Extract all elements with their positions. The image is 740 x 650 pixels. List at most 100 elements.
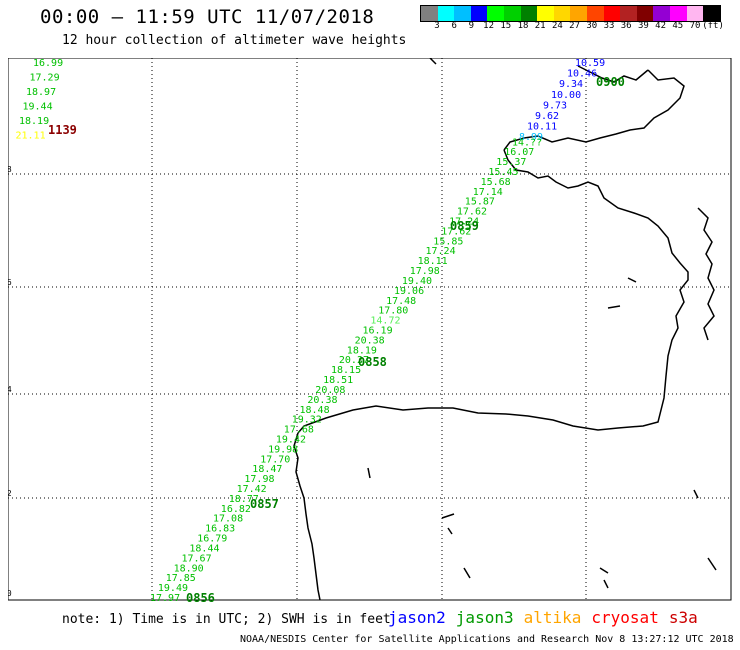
lat-tick-label: 44 bbox=[8, 385, 12, 394]
legend-label: (ft) bbox=[702, 21, 724, 31]
wave-height-value: 17.98 bbox=[244, 474, 274, 485]
wave-height-value: 16.99 bbox=[33, 58, 63, 69]
legend-swatch bbox=[487, 6, 504, 21]
wave-height-value: 17.68 bbox=[284, 425, 314, 436]
wave-height-value: 15.68 bbox=[481, 177, 511, 188]
legend-swatch bbox=[553, 6, 571, 21]
wave-height-value: 18.19 bbox=[19, 116, 49, 127]
lat-tick-label: 48 bbox=[8, 165, 12, 174]
wave-height-value: 15.87 bbox=[465, 197, 495, 208]
wave-height-value: 17.24 bbox=[449, 217, 479, 228]
wave-height-value: 17.62 bbox=[441, 226, 471, 237]
satellite-label: altika bbox=[523, 608, 582, 627]
legend-label: 39 bbox=[637, 21, 649, 31]
wave-height-value: 17.85 bbox=[166, 573, 196, 584]
wave-height-value: 17.62 bbox=[457, 207, 487, 218]
wave-height-value: 19.32 bbox=[292, 415, 322, 426]
wave-height-value: 18.51 bbox=[323, 375, 353, 386]
lat-tick-label: 50 bbox=[8, 58, 12, 60]
pass-time-label: 0858 bbox=[358, 355, 387, 369]
wave-height-value: 19.98 bbox=[268, 444, 298, 455]
map-subtitle: 12 hour collection of altimeter wave hei… bbox=[62, 33, 407, 48]
pass-time-label: 0856 bbox=[186, 591, 215, 603]
wave-height-value: 21.11 bbox=[16, 131, 46, 142]
legend-swatch bbox=[470, 6, 488, 21]
wave-height-value: 9.34 bbox=[559, 79, 583, 90]
legend-label: 12 bbox=[483, 21, 495, 31]
wave-height-value: 18.77 bbox=[229, 494, 259, 505]
legend-swatch bbox=[669, 6, 687, 21]
satellite-legend: jason2 jason3 altika cryosat s3a bbox=[388, 608, 708, 627]
lat-tick-label: 40 bbox=[8, 589, 12, 598]
legend-label: 36 bbox=[620, 21, 632, 31]
wave-height-value: 19.49 bbox=[158, 583, 188, 594]
legend-swatch bbox=[437, 6, 455, 21]
legend-swatch bbox=[537, 6, 554, 21]
wave-height-value: 19.40 bbox=[402, 276, 432, 287]
wave-height-value: 17.29 bbox=[30, 73, 60, 84]
legend-swatch bbox=[503, 6, 521, 21]
pass-time-label: 1139 bbox=[48, 123, 77, 137]
wave-height-value: 10.46 bbox=[567, 69, 597, 80]
wave-height-value: 17.08 bbox=[213, 514, 243, 525]
legend-swatch bbox=[586, 6, 604, 21]
legend-label: 45 bbox=[672, 21, 684, 31]
lat-tick-label: 42 bbox=[8, 489, 12, 498]
wave-height-value: 20.38 bbox=[307, 395, 337, 406]
wave-height-value: 17.24 bbox=[426, 246, 456, 257]
wave-height-value: 10.11 bbox=[527, 122, 557, 133]
satellite-label: jason3 bbox=[455, 608, 514, 627]
wave-height-value: 16.82 bbox=[221, 504, 251, 515]
wave-height-value: 17.80 bbox=[378, 306, 408, 317]
wave-height-value: 19.44 bbox=[23, 102, 53, 113]
lat-tick-label: 46 bbox=[8, 278, 12, 287]
legend-label: 15 bbox=[500, 21, 512, 31]
wave-height-value: 8.99 bbox=[519, 132, 543, 143]
wave-height-value: 18.44 bbox=[189, 544, 219, 555]
color-legend bbox=[420, 5, 721, 22]
wave-height-value: 17.67 bbox=[182, 553, 212, 564]
wave-height-value: 10.59 bbox=[575, 58, 605, 69]
wave-height-value: 17.48 bbox=[386, 296, 416, 307]
wave-height-value: 17.14 bbox=[473, 187, 503, 198]
wave-height-value: 16.07 bbox=[504, 147, 534, 158]
wave-height-value: 18.48 bbox=[300, 405, 330, 416]
units-note: note: 1) Time is in UTC; 2) SWH is in fe… bbox=[62, 612, 391, 627]
wave-height-value: 17.42 bbox=[237, 484, 267, 495]
legend-label: 9 bbox=[468, 21, 475, 31]
legend-label: 30 bbox=[586, 21, 598, 31]
wave-height-value: 18.90 bbox=[174, 563, 204, 574]
wave-height-value: 20.38 bbox=[355, 335, 385, 346]
legend-label: 70 bbox=[689, 21, 701, 31]
satellite-label: s3a bbox=[668, 608, 698, 627]
wave-height-value: 15.85 bbox=[433, 236, 463, 247]
wave-height-value: 18.47 bbox=[252, 464, 282, 475]
map-grid bbox=[8, 58, 731, 600]
wave-height-value: 14.?? bbox=[512, 137, 542, 148]
legend-swatch bbox=[620, 6, 637, 21]
wave-height-value: 9.62 bbox=[535, 111, 559, 122]
legend-label: 27 bbox=[569, 21, 581, 31]
legend-swatch bbox=[454, 6, 471, 21]
legend-label: 3 bbox=[434, 21, 440, 31]
map-title: 00:00 – 11:59 UTC 11/07/2018 bbox=[40, 6, 375, 28]
wave-height-value: 9.73 bbox=[543, 100, 567, 111]
wave-height-value: 19.06 bbox=[394, 286, 424, 297]
coastline bbox=[293, 58, 717, 601]
map-frame bbox=[8, 58, 732, 601]
legend-label: 24 bbox=[551, 21, 563, 31]
legend-swatch bbox=[653, 6, 670, 21]
wave-height-value: 17.98 bbox=[410, 266, 440, 277]
wave-height-value: 18.15 bbox=[331, 365, 361, 376]
legend-swatch bbox=[603, 6, 621, 21]
legend-label: 42 bbox=[655, 21, 667, 31]
wave-height-value: 19.42 bbox=[276, 435, 306, 446]
wave-height-value: 20.27 bbox=[339, 355, 369, 366]
wave-height-value: 15.37 bbox=[496, 157, 526, 168]
wave-height-value: 17.70 bbox=[260, 454, 290, 465]
legend-swatch bbox=[636, 6, 654, 21]
wave-height-value: 18.97 bbox=[26, 87, 56, 98]
legend-label: 6 bbox=[451, 21, 457, 31]
